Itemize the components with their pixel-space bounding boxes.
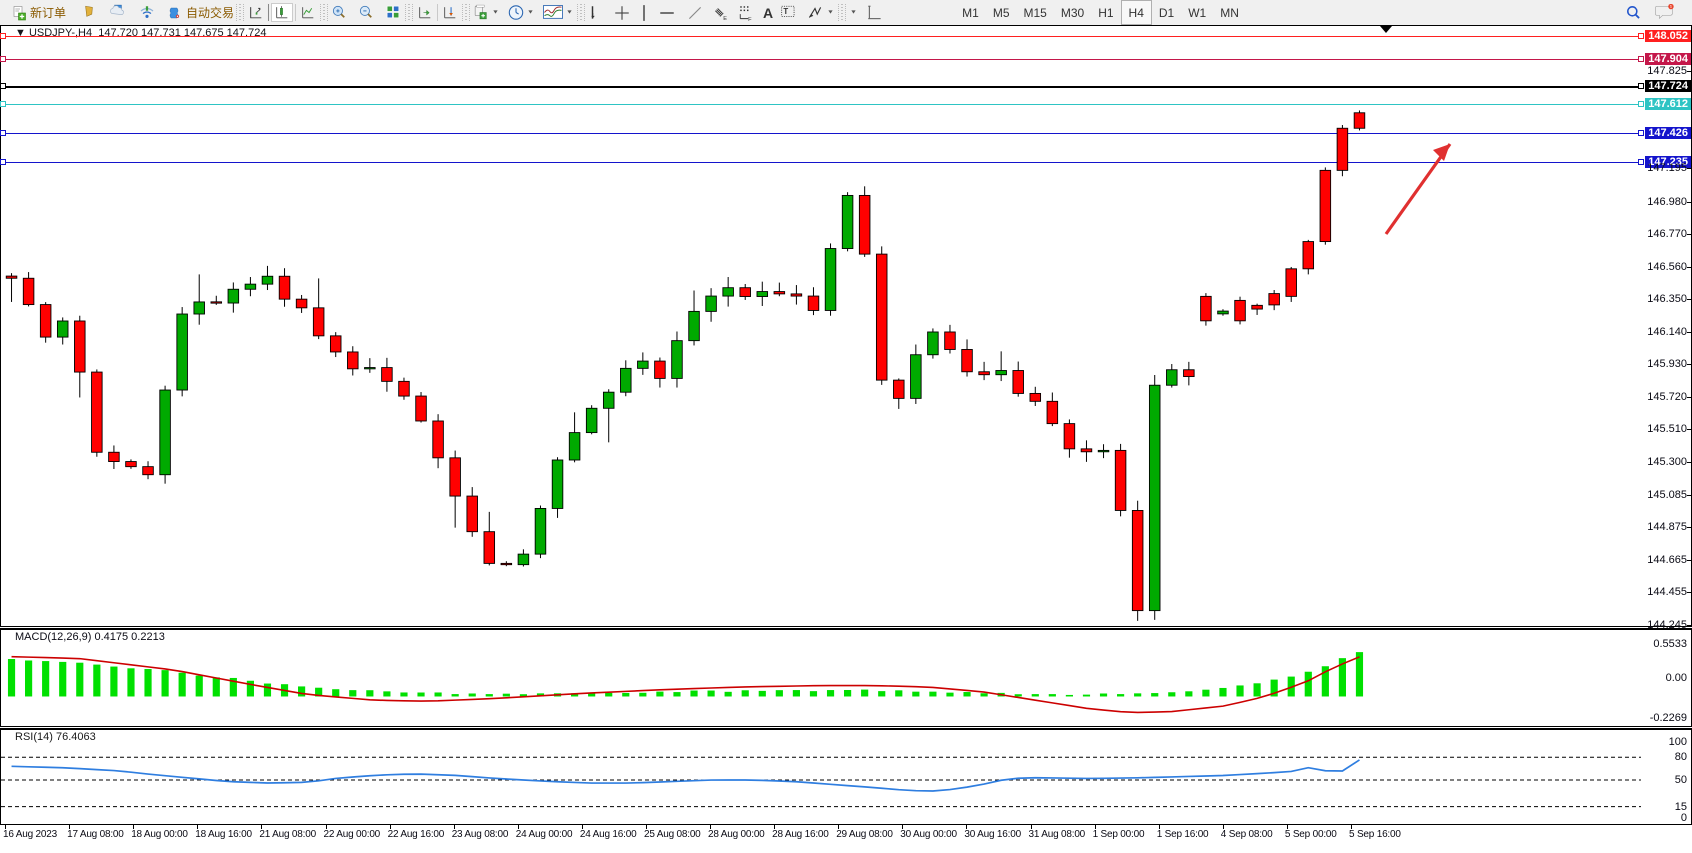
svg-text:E: E xyxy=(723,15,727,21)
svg-text:1: 1 xyxy=(1670,4,1672,8)
svg-text:F: F xyxy=(748,16,752,21)
svg-text:T: T xyxy=(784,7,789,16)
